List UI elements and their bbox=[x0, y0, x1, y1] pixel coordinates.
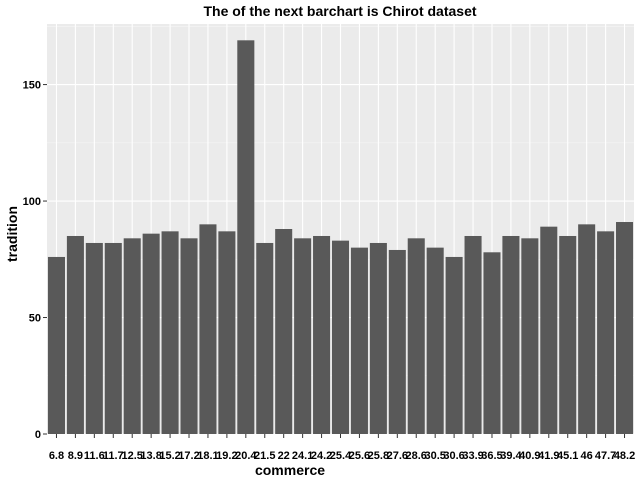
bar-25.4 bbox=[331, 240, 350, 434]
x-tick-label: 27.6 bbox=[387, 450, 408, 462]
x-tick-label: 30.6 bbox=[443, 450, 464, 462]
x-tick-label: 12.5 bbox=[121, 450, 142, 462]
bar-25.6 bbox=[350, 247, 368, 434]
chart-title: The of the next barchart is Chirot datas… bbox=[203, 3, 476, 19]
bar-11.7 bbox=[104, 242, 122, 434]
bar-25.8 bbox=[369, 242, 387, 434]
bar-46 bbox=[578, 224, 596, 434]
y-tick-label: 50 bbox=[29, 313, 41, 325]
x-tick-label: 6.8 bbox=[49, 450, 64, 462]
bar-12.5 bbox=[123, 238, 141, 434]
x-tick-label: 15.2 bbox=[159, 450, 180, 462]
bar-24.1 bbox=[294, 238, 312, 434]
bar-41.9 bbox=[540, 226, 558, 434]
bar-47.7 bbox=[597, 231, 615, 434]
x-tick-label: 39.4 bbox=[500, 450, 522, 462]
y-axis-title: tradition bbox=[4, 206, 20, 262]
x-tick-label: 11.6 bbox=[84, 450, 105, 462]
bar-40.9 bbox=[521, 238, 539, 434]
bar-15.2 bbox=[161, 231, 179, 434]
bar-33.9 bbox=[464, 235, 482, 434]
x-tick-label: 24.2 bbox=[311, 450, 332, 462]
x-tick-label: 30.5 bbox=[424, 450, 445, 462]
bar-11.6 bbox=[85, 242, 103, 434]
bar-45.1 bbox=[559, 235, 577, 434]
x-tick-label: 21.5 bbox=[254, 450, 275, 462]
x-tick-label: 20.4 bbox=[235, 450, 257, 462]
x-tick-label: 13.8 bbox=[140, 450, 161, 462]
y-tick-label: 150 bbox=[23, 80, 41, 92]
x-tick-label: 25.6 bbox=[349, 450, 370, 462]
bar-28.6 bbox=[407, 238, 425, 434]
bars bbox=[47, 40, 634, 434]
x-tick-label: 45.1 bbox=[557, 450, 578, 462]
bar-24.2 bbox=[313, 235, 331, 434]
bar-6.8 bbox=[47, 256, 65, 434]
bar-21.5 bbox=[256, 242, 274, 434]
x-axis: 6.8 8.9 11.611.712.513.815.217.218.119.220… bbox=[49, 434, 635, 462]
bar-20.4 bbox=[237, 40, 255, 434]
y-axis: 0 50 100 150 bbox=[23, 80, 47, 441]
bar-27.6 bbox=[388, 249, 406, 434]
x-tick-label: 11.7 bbox=[103, 450, 124, 462]
bar-8.9 bbox=[66, 235, 84, 434]
bar-17.2 bbox=[180, 238, 198, 434]
x-tick-label: 8.9 bbox=[68, 450, 83, 462]
bar-48.2 bbox=[616, 222, 634, 434]
y-tick-label: 0 bbox=[35, 429, 41, 441]
bar-36.5 bbox=[483, 252, 501, 434]
x-tick-label: 48.2 bbox=[614, 450, 635, 462]
bar-39.4 bbox=[502, 235, 520, 434]
x-tick-label: 41.9 bbox=[538, 450, 559, 462]
x-tick-label: 33.9 bbox=[462, 450, 483, 462]
x-tick-label: 47.7 bbox=[595, 450, 616, 462]
x-tick-label: 24.1 bbox=[292, 450, 313, 462]
x-axis-title: commerce bbox=[255, 462, 325, 478]
bar-19.2 bbox=[218, 231, 236, 434]
x-tick-label: 28.6 bbox=[406, 450, 427, 462]
bar-22 bbox=[275, 229, 293, 434]
x-tick-label: 36.5 bbox=[481, 450, 502, 462]
x-tick-label: 40.9 bbox=[519, 450, 540, 462]
x-tick-label: 25.8 bbox=[368, 450, 389, 462]
x-tick-label: 25.4 bbox=[330, 450, 352, 462]
x-tick-label: 19.2 bbox=[216, 450, 237, 462]
bar-30.5 bbox=[426, 247, 444, 434]
x-tick-label: 46 bbox=[581, 450, 593, 462]
bar-18.1 bbox=[199, 224, 217, 434]
bar-13.8 bbox=[142, 233, 160, 434]
y-tick-label: 100 bbox=[23, 196, 41, 208]
x-tick-label: 18.1 bbox=[197, 450, 218, 462]
x-tick-label: 22 bbox=[278, 450, 290, 462]
bar-30.6 bbox=[445, 256, 463, 434]
x-tick-label: 17.2 bbox=[178, 450, 199, 462]
